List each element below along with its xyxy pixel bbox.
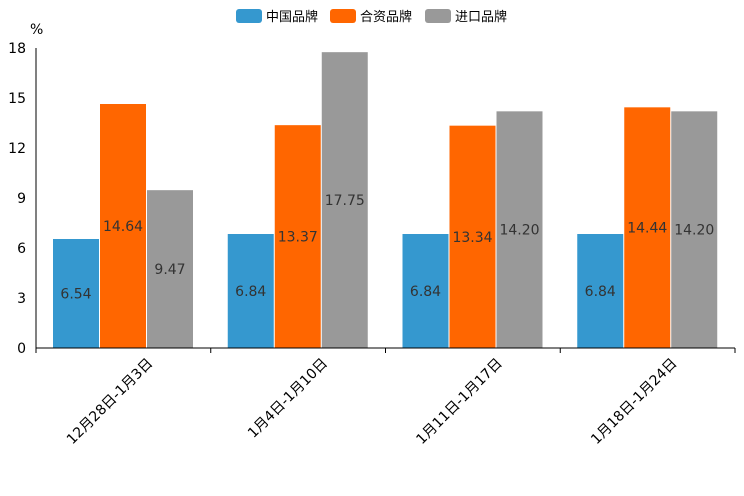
data-label: 14.20 [499,223,539,239]
bar-2-4 [624,107,671,348]
bar-3-1 [147,190,193,348]
data-label: 13.37 [278,230,318,246]
bar-1-2 [227,234,274,348]
legend-label: 合资品牌 [360,9,412,25]
x-tick-label: 1月18日-1月24日 [588,356,680,448]
x-tick-label: 1月4日-1月10日 [245,356,331,442]
data-label: 14.64 [103,219,143,235]
data-label: 13.34 [452,230,492,246]
y-tick-label: 0 [17,341,26,357]
bar-3-2 [321,52,368,349]
x-axis: 12月28日-1月3日 1月4日-1月10日 1月11日-1月17日 1月18日-1月… [35,347,736,448]
x-tick-label: 12月28日-1月3日 [64,356,156,448]
data-label: 6.84 [235,284,266,300]
data-label: 14.20 [674,223,714,239]
bar-1-4 [577,234,624,348]
y-tick-label: 3 [17,291,26,307]
legend: 中国品牌 合资品牌 进口品牌 [236,9,507,25]
x-tick-label: 1月11日-1月17日 [413,356,505,448]
bar-1-1 [53,239,99,348]
data-label: 9.47 [154,262,185,278]
data-label: 14.44 [627,221,667,237]
bar-2-3 [449,125,496,349]
legend-label: 中国品牌 [266,9,318,25]
data-label: 17.75 [325,193,365,209]
y-tick-label: 6 [17,241,26,257]
bar-1-3 [402,234,449,348]
y-axis: 0 3 6 9 12 15 18 [8,41,37,357]
y-tick-label: 15 [8,91,26,107]
y-tick-label: 18 [8,41,26,57]
data-label: 6.84 [585,284,616,300]
data-label: 6.84 [410,284,441,300]
y-tick-label: 12 [8,141,26,157]
legend-label: 进口品牌 [455,9,507,25]
data-label: 6.54 [60,287,91,303]
y-axis-unit-label: % [30,22,43,38]
data-labels: 6.54 14.64 9.47 6.84 13.37 17.75 6.84 13.34 14.2… [60,193,714,302]
bar-3-3 [496,111,543,348]
bar-2-2 [274,125,321,349]
y-tick-label: 9 [17,191,26,207]
bar-3-4 [671,111,718,348]
legend-swatch [330,9,356,23]
legend-swatch [425,9,451,23]
bar-2-1 [100,104,146,348]
legend-swatch [236,9,262,23]
bars [53,52,718,349]
